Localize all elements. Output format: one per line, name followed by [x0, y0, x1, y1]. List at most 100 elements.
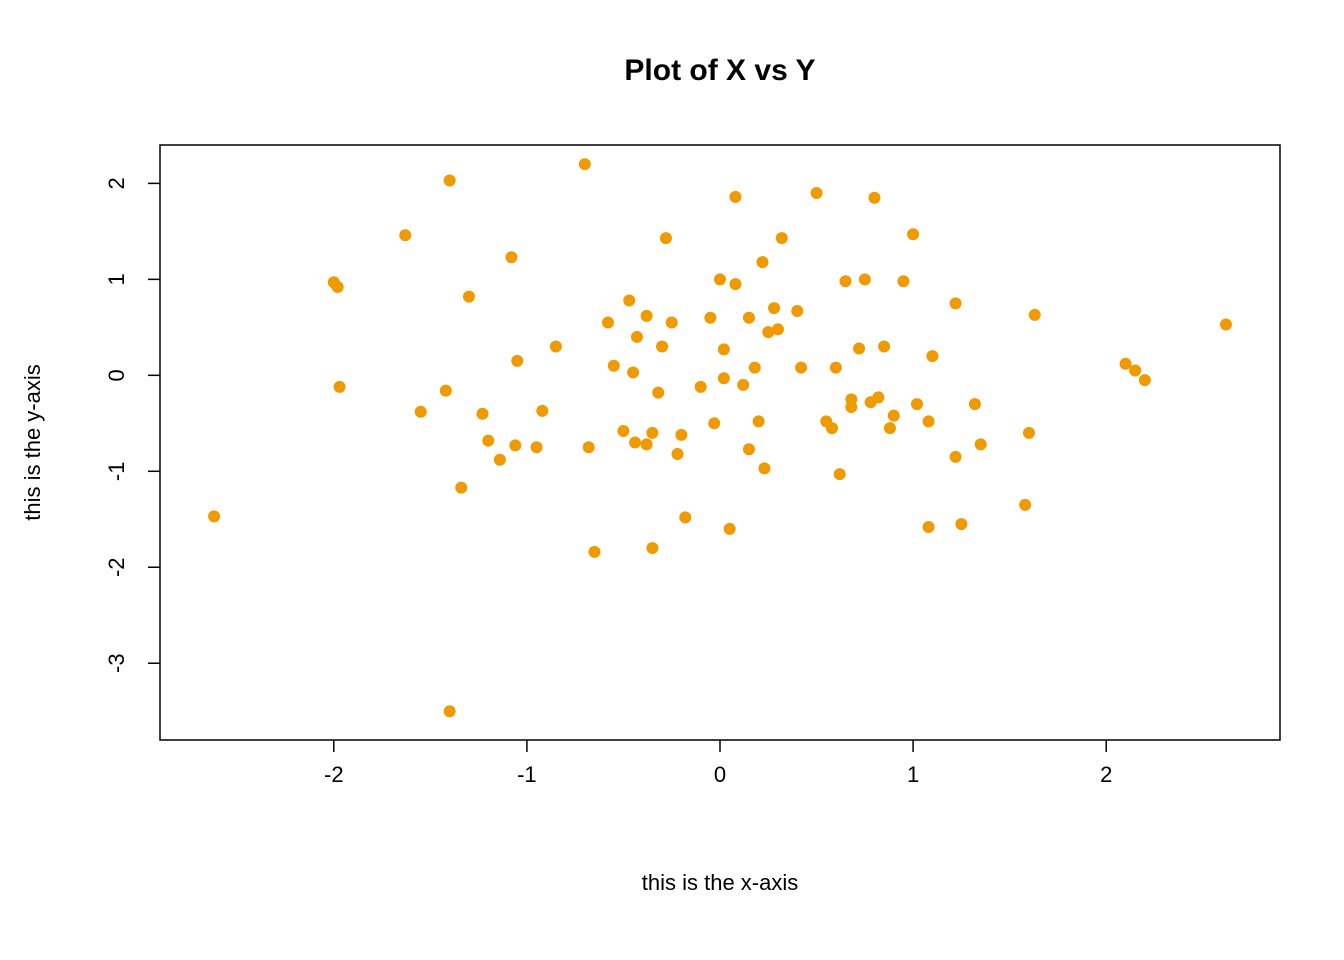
data-point [975, 438, 987, 450]
data-point [708, 417, 720, 429]
y-tick-label: 2 [104, 177, 129, 189]
data-point [897, 275, 909, 287]
data-point [695, 381, 707, 393]
x-tick-label: 1 [907, 762, 919, 787]
y-tick-label: -2 [104, 557, 129, 577]
data-point [531, 441, 543, 453]
y-tick-label: -3 [104, 653, 129, 673]
data-point [440, 385, 452, 397]
data-point [672, 448, 684, 460]
data-point [950, 451, 962, 463]
data-point [955, 518, 967, 530]
data-point [950, 297, 962, 309]
data-point [704, 312, 716, 324]
data-point [629, 437, 641, 449]
x-tick-label: 2 [1100, 762, 1112, 787]
data-point [884, 422, 896, 434]
y-axis-label: this is the y-axis [20, 364, 45, 521]
data-point [641, 438, 653, 450]
data-point [583, 441, 595, 453]
data-point [853, 342, 865, 354]
data-point [1019, 499, 1031, 511]
y-tick-label: 0 [104, 369, 129, 381]
data-point [923, 415, 935, 427]
y-tick-label: -1 [104, 462, 129, 482]
x-axis-label: this is the x-axis [642, 870, 799, 895]
data-point [753, 415, 765, 427]
data-point [536, 405, 548, 417]
data-point [840, 275, 852, 287]
data-point [666, 317, 678, 329]
data-point [399, 229, 411, 241]
data-point [505, 251, 517, 263]
chart-title: Plot of X vs Y [624, 54, 815, 87]
data-point [208, 510, 220, 522]
data-point [444, 175, 456, 187]
data-point [729, 191, 741, 203]
data-point [756, 256, 768, 268]
data-point [859, 273, 871, 285]
data-point [652, 387, 664, 399]
data-point [1139, 374, 1151, 386]
data-point [907, 228, 919, 240]
data-point [332, 281, 344, 293]
data-point [772, 323, 784, 335]
data-point [646, 427, 658, 439]
data-point [602, 317, 614, 329]
data-point [550, 341, 562, 353]
data-point [768, 302, 780, 314]
data-point [463, 291, 475, 303]
data-point [455, 482, 467, 494]
data-point [656, 341, 668, 353]
data-point [415, 406, 427, 418]
data-point [737, 379, 749, 391]
data-point [776, 232, 788, 244]
data-point [1120, 358, 1132, 370]
data-point [1129, 365, 1141, 377]
data-point [646, 542, 658, 554]
y-tick-label: 1 [104, 273, 129, 285]
data-point [631, 331, 643, 343]
data-point [743, 443, 755, 455]
data-point [878, 341, 890, 353]
data-point [888, 410, 900, 422]
data-point [926, 350, 938, 362]
data-point [476, 408, 488, 420]
data-point [791, 305, 803, 317]
data-point [714, 273, 726, 285]
data-point [718, 372, 730, 384]
data-point [675, 429, 687, 441]
data-point [334, 381, 346, 393]
data-point [641, 310, 653, 322]
data-point [627, 366, 639, 378]
data-point [724, 523, 736, 535]
data-point [482, 435, 494, 447]
data-point [826, 422, 838, 434]
data-point [623, 294, 635, 306]
data-point [729, 278, 741, 290]
x-tick-label: -1 [517, 762, 537, 787]
data-point [743, 312, 755, 324]
data-point [444, 705, 456, 717]
data-point [679, 511, 691, 523]
data-point [617, 425, 629, 437]
data-point [969, 398, 981, 410]
data-point [811, 187, 823, 199]
data-point [749, 362, 761, 374]
data-point [1029, 309, 1041, 321]
data-point [579, 158, 591, 170]
data-point [834, 468, 846, 480]
data-point [830, 362, 842, 374]
data-point [911, 398, 923, 410]
chart-background [0, 0, 1344, 960]
x-tick-label: 0 [714, 762, 726, 787]
data-point [1220, 318, 1232, 330]
data-point [509, 439, 521, 451]
data-point [608, 360, 620, 372]
data-point [872, 391, 884, 403]
data-point [795, 362, 807, 374]
data-point [718, 343, 730, 355]
data-point [923, 521, 935, 533]
chart-container: -2-1012-3-2-1012Plot of X vs Ythis is th… [0, 0, 1344, 960]
data-point [845, 393, 857, 405]
